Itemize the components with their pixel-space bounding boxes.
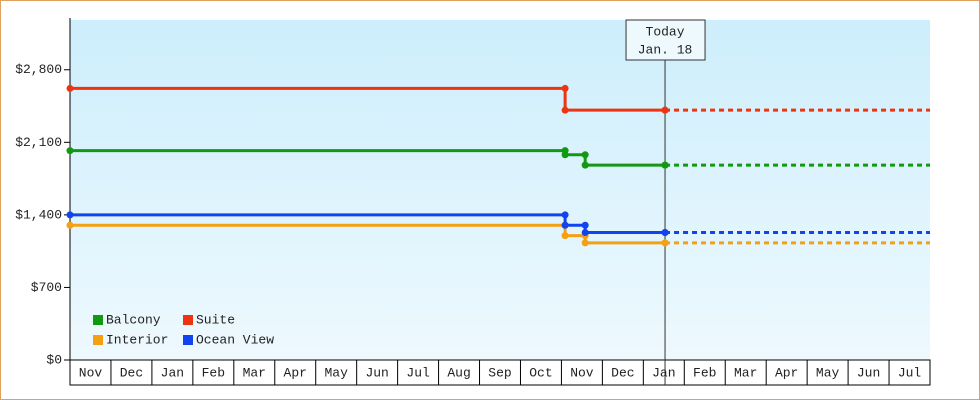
x-tick-label: Feb: [202, 365, 225, 380]
x-tick-label: May: [324, 365, 348, 380]
point: [661, 161, 669, 169]
point: [66, 84, 74, 92]
x-tick-label: Jul: [898, 365, 922, 380]
y-tick-label: $1,400: [15, 207, 62, 222]
series-line: [70, 86, 666, 112]
point: [661, 106, 669, 114]
point: [661, 229, 669, 236]
x-tick-label: Jan: [161, 365, 184, 380]
x-tick-label: Feb: [693, 365, 716, 380]
step-corner: [581, 221, 589, 229]
y-tick-label: $700: [31, 280, 62, 295]
x-tick-label: Aug: [447, 365, 470, 380]
point: [66, 147, 74, 155]
x-tick-label: Jun: [857, 365, 880, 380]
x-tick-label: Mar: [243, 365, 266, 380]
x-tick-label: Nov: [570, 365, 594, 380]
series-line: [70, 213, 666, 234]
x-tick-label: Jan: [652, 365, 675, 380]
point: [561, 232, 569, 240]
x-tick-label: Mar: [734, 365, 757, 380]
series-line: [70, 223, 666, 245]
step-corner: [561, 211, 569, 219]
point: [66, 221, 74, 229]
point: [561, 151, 569, 159]
plot-area: [70, 20, 930, 360]
legend-label: Suite: [196, 312, 235, 327]
y-tick-label: $2,800: [15, 62, 62, 77]
legend-label: Ocean View: [196, 332, 274, 347]
step-corner: [581, 151, 589, 159]
legend-swatch: [93, 335, 103, 345]
x-tick-label: Apr: [284, 365, 307, 380]
x-tick-label: Jun: [365, 365, 388, 380]
step-corner: [561, 84, 569, 92]
legend-swatch: [183, 335, 193, 345]
point: [581, 161, 589, 169]
point: [661, 239, 669, 247]
x-tick-label: Dec: [120, 365, 143, 380]
x-tick-label: Sep: [488, 365, 511, 380]
today-label: Jan. 18: [638, 42, 693, 57]
y-tick-label: $0: [46, 352, 62, 367]
legend-swatch: [183, 315, 193, 325]
x-tick-label: Oct: [529, 365, 552, 380]
point: [581, 229, 589, 236]
x-tick-label: Nov: [79, 365, 103, 380]
legend-label: Interior: [106, 332, 168, 347]
x-tick-label: Dec: [611, 365, 634, 380]
x-tick-label: May: [816, 365, 840, 380]
x-tick-label: Jul: [406, 365, 430, 380]
x-tick-label: Apr: [775, 365, 798, 380]
today-box: [625, 19, 706, 61]
today-label: Today: [646, 24, 685, 39]
point: [561, 106, 569, 114]
point: [66, 211, 74, 219]
legend-label: Balcony: [106, 312, 161, 327]
point: [581, 239, 589, 247]
y-tick-label: $2,100: [15, 135, 62, 150]
point: [561, 221, 569, 229]
series-line: [70, 149, 666, 167]
legend-swatch: [93, 315, 103, 325]
